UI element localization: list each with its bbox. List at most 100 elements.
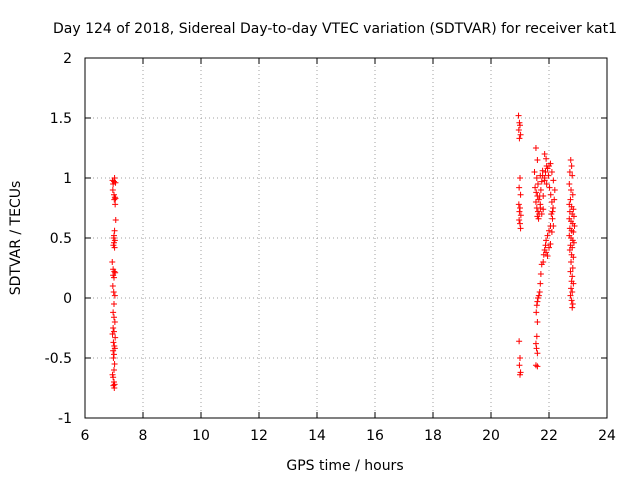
data-point bbox=[566, 181, 573, 187]
x-tick-label: 12 bbox=[250, 428, 268, 444]
data-point bbox=[570, 239, 577, 246]
data-point bbox=[515, 112, 522, 119]
y-tick-labels: -1 -0.5 0 0.5 1 1.5 2 bbox=[45, 51, 72, 427]
data-point bbox=[546, 184, 553, 191]
data-point bbox=[569, 191, 576, 198]
data-point bbox=[517, 131, 524, 138]
x-tick-label: 24 bbox=[598, 428, 616, 444]
data-point bbox=[537, 271, 544, 277]
data-point bbox=[517, 220, 523, 227]
y-tick-label: 0 bbox=[63, 291, 72, 307]
data-point bbox=[515, 127, 522, 133]
data-point bbox=[570, 280, 577, 287]
data-point bbox=[533, 175, 540, 181]
data-point bbox=[538, 261, 545, 268]
x-tick-label: 20 bbox=[482, 428, 500, 444]
data-point bbox=[543, 155, 550, 162]
data-point bbox=[109, 187, 116, 193]
data-point bbox=[110, 347, 117, 354]
data-points bbox=[109, 112, 578, 391]
data-point bbox=[110, 374, 117, 381]
grid bbox=[85, 58, 607, 418]
data-point bbox=[569, 172, 576, 179]
data-point bbox=[516, 362, 523, 369]
data-point bbox=[112, 179, 119, 186]
data-point bbox=[567, 292, 574, 299]
data-point bbox=[537, 187, 544, 193]
data-point bbox=[544, 253, 551, 259]
axis-ticks bbox=[84, 57, 608, 419]
data-point bbox=[111, 196, 118, 203]
y-tick-label: 1 bbox=[63, 171, 72, 187]
data-point bbox=[110, 325, 117, 331]
data-point bbox=[537, 205, 544, 211]
data-point bbox=[533, 302, 540, 309]
data-point bbox=[567, 268, 574, 275]
data-point bbox=[532, 145, 539, 151]
data-point bbox=[111, 367, 117, 373]
data-point bbox=[533, 345, 540, 352]
data-point bbox=[546, 244, 552, 251]
data-point bbox=[111, 319, 118, 325]
data-point bbox=[537, 280, 544, 287]
x-tick-label: 10 bbox=[192, 428, 210, 444]
data-point bbox=[532, 184, 539, 191]
data-point bbox=[534, 319, 541, 325]
data-point bbox=[112, 201, 119, 208]
x-tick-labels: 6 8 10 12 14 16 18 20 22 24 bbox=[81, 428, 616, 444]
y-tick-label: 1.5 bbox=[50, 111, 72, 127]
y-tick-label: 0.5 bbox=[50, 231, 72, 247]
data-point bbox=[532, 340, 539, 347]
data-point bbox=[111, 292, 118, 299]
data-point bbox=[517, 371, 523, 378]
data-point bbox=[547, 160, 554, 167]
x-tick-label: 8 bbox=[139, 428, 148, 444]
data-point bbox=[516, 217, 523, 223]
data-point bbox=[535, 215, 542, 222]
data-point bbox=[566, 169, 573, 175]
data-point bbox=[570, 213, 577, 220]
data-point bbox=[543, 181, 550, 187]
x-axis-label: GPS time / hours bbox=[286, 458, 403, 474]
data-point bbox=[570, 206, 577, 213]
x-tick-label: 16 bbox=[366, 428, 384, 444]
data-point bbox=[541, 151, 548, 157]
data-point bbox=[111, 385, 118, 391]
data-point bbox=[112, 217, 119, 223]
data-point bbox=[534, 295, 541, 301]
data-point bbox=[568, 187, 575, 193]
data-point bbox=[551, 187, 558, 193]
data-point bbox=[567, 196, 574, 203]
data-point bbox=[569, 304, 576, 311]
data-point bbox=[109, 283, 116, 289]
data-point bbox=[533, 333, 540, 340]
data-point bbox=[542, 169, 549, 175]
data-point bbox=[536, 289, 543, 295]
chart-title: Day 124 of 2018, Sidereal Day-to-day VTE… bbox=[53, 21, 617, 37]
data-point bbox=[547, 191, 554, 198]
data-point bbox=[111, 361, 118, 367]
data-point bbox=[517, 122, 523, 129]
data-point bbox=[109, 331, 116, 337]
data-point bbox=[110, 309, 117, 316]
data-point bbox=[517, 225, 524, 232]
data-point bbox=[112, 334, 119, 341]
data-point bbox=[569, 273, 576, 280]
data-point bbox=[568, 163, 575, 169]
data-point bbox=[534, 363, 541, 370]
data-point bbox=[550, 223, 557, 229]
data-point bbox=[516, 184, 523, 191]
data-point bbox=[517, 355, 523, 361]
data-point bbox=[549, 215, 556, 222]
data-point bbox=[544, 232, 551, 239]
data-point bbox=[540, 206, 547, 213]
y-tick-label: 2 bbox=[63, 51, 72, 67]
data-point bbox=[517, 175, 523, 181]
x-tick-label: 18 bbox=[424, 428, 442, 444]
data-point bbox=[548, 169, 555, 175]
data-point bbox=[532, 199, 539, 205]
data-point bbox=[110, 339, 117, 346]
data-point bbox=[538, 211, 545, 217]
data-point bbox=[569, 289, 576, 295]
